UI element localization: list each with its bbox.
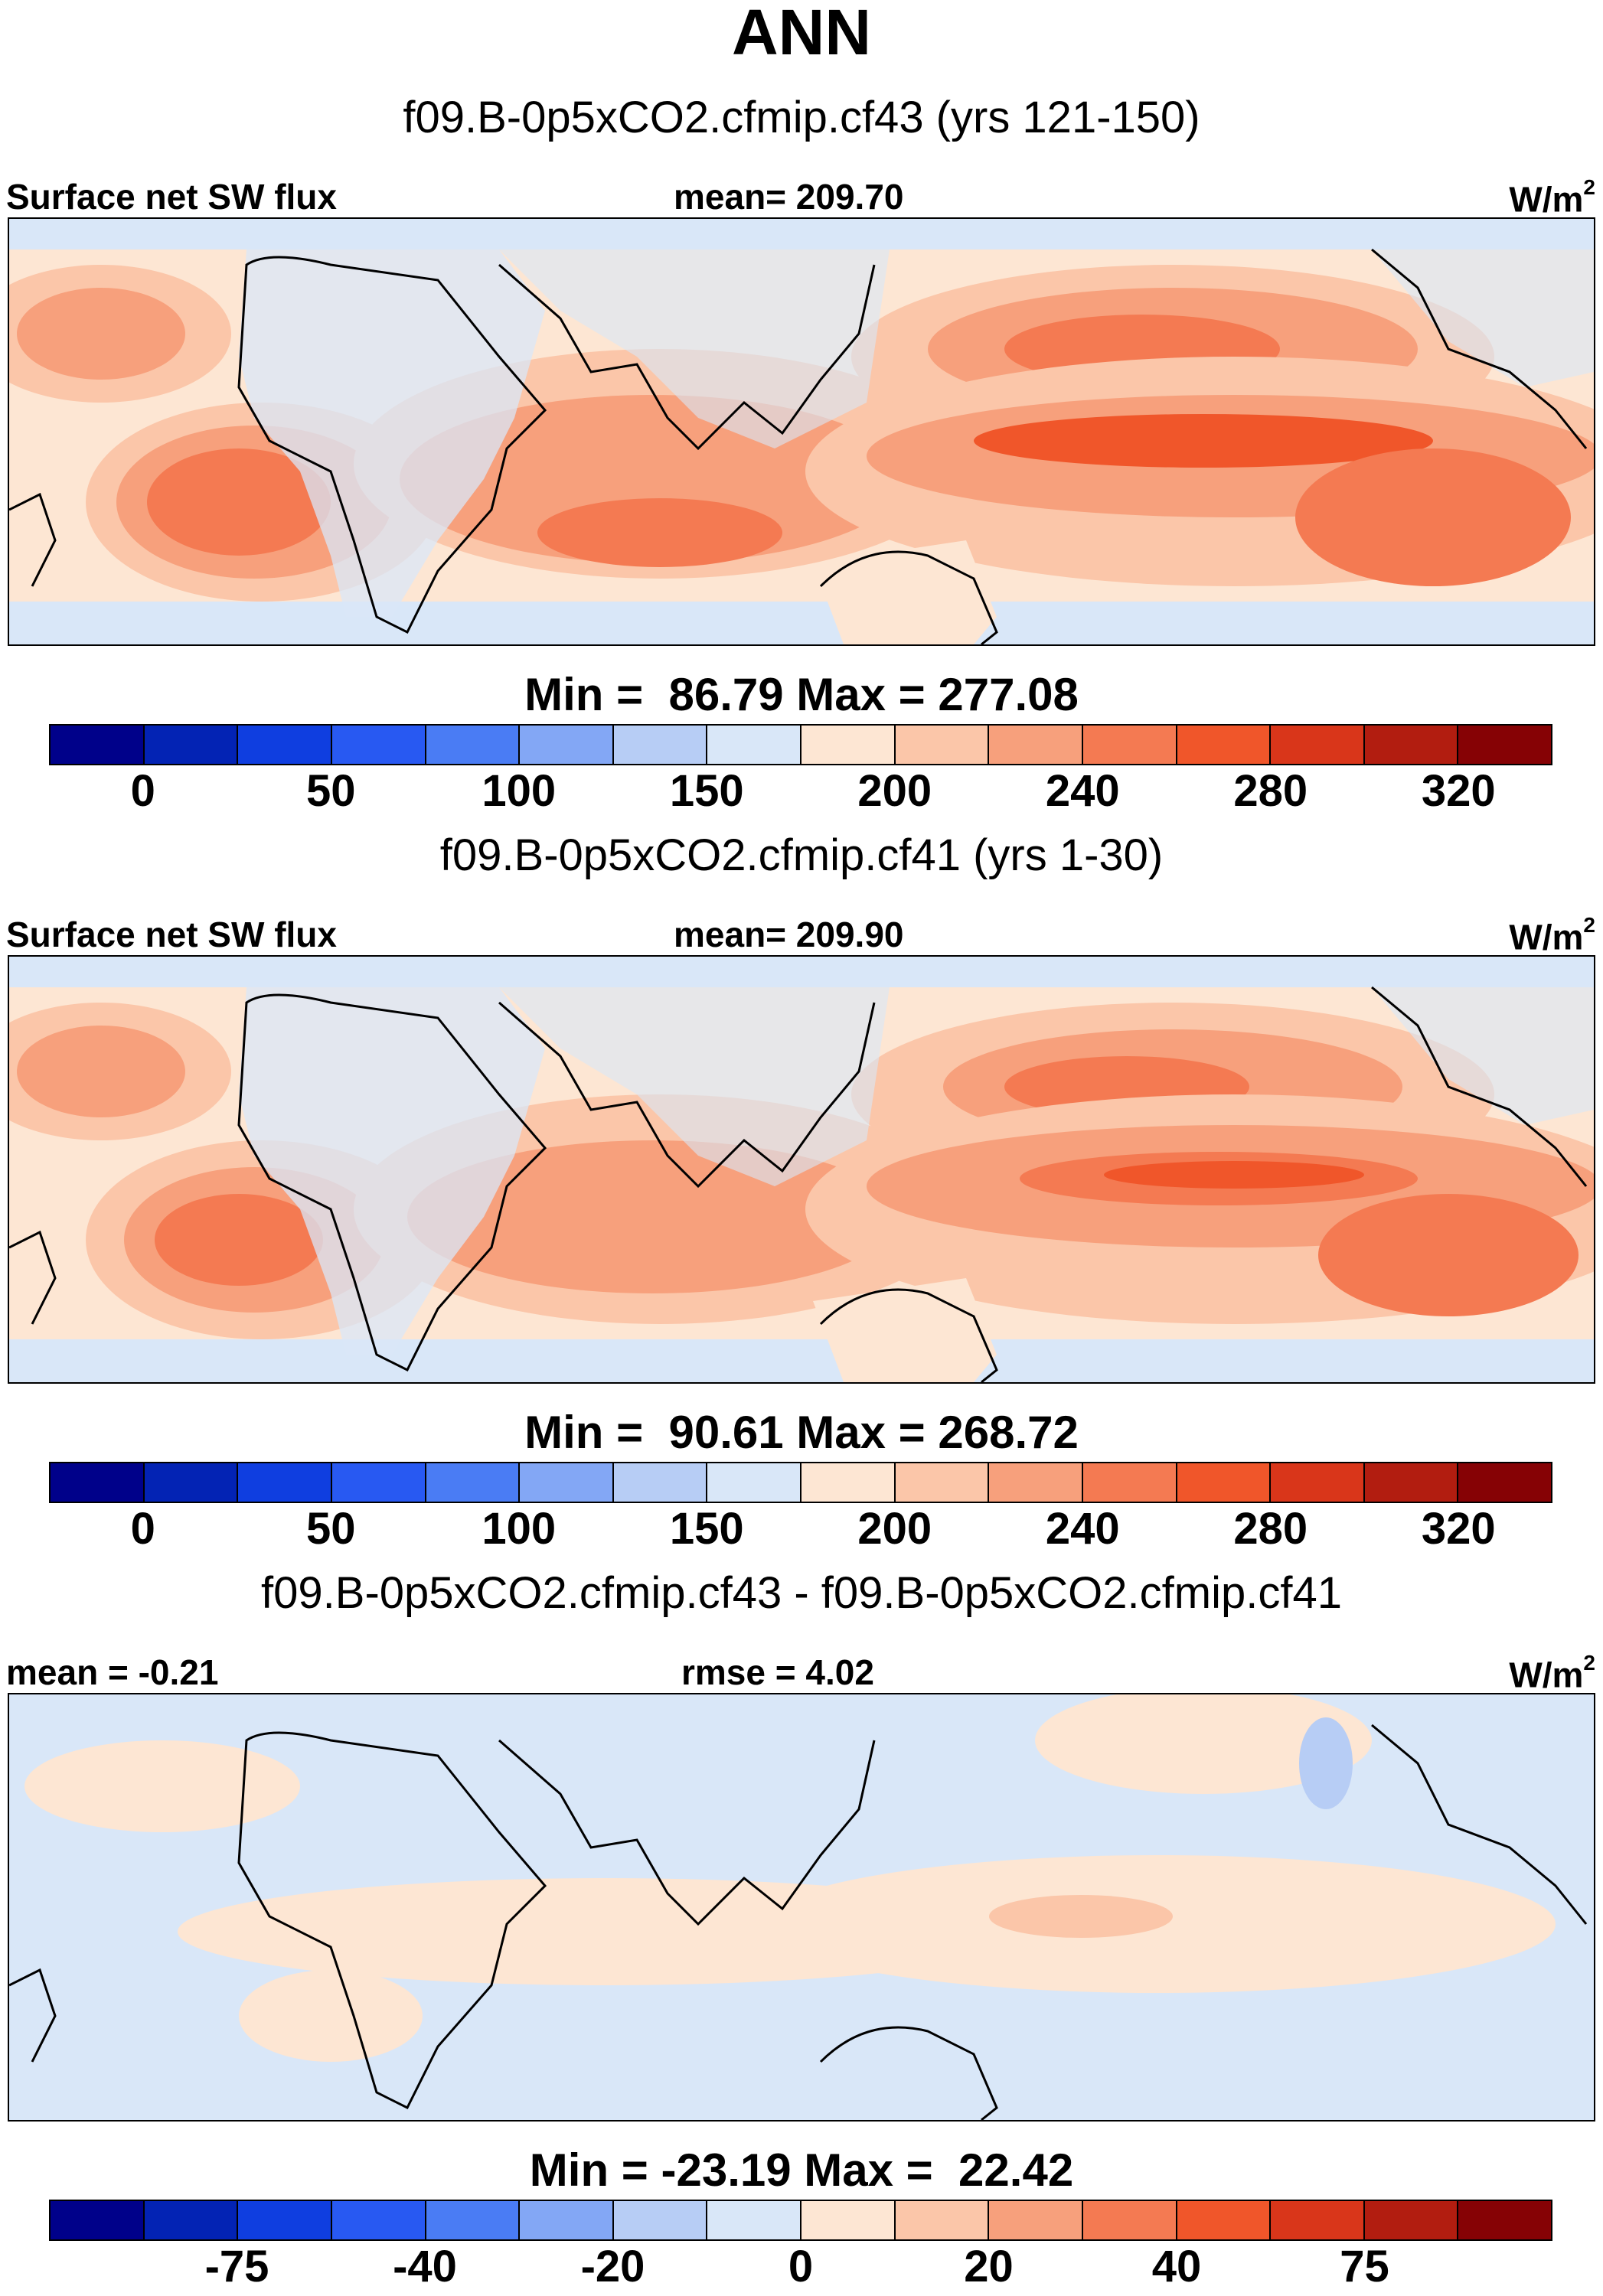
panel-3-map (8, 1693, 1595, 2122)
panel-2-tick-label: 100 (482, 1504, 557, 1554)
panel-2-colorbar-swatch (802, 1463, 896, 1502)
panel-1-tick-label: 240 (1045, 766, 1120, 816)
panel-3-colorbar-swatch (51, 2201, 145, 2239)
panel-2-colorbar-swatch (1364, 1463, 1459, 1502)
panel-3-colorbar-swatch (1458, 2201, 1551, 2239)
panel-2-variable-label: Surface net SW flux (6, 915, 337, 954)
panel-1-colorbar-swatch (1271, 726, 1365, 764)
panel-2-colorbar-swatch (1177, 1463, 1272, 1502)
panel-2-colorbar-swatch (895, 1463, 990, 1502)
panel-2-colorbar-swatch (1271, 1463, 1365, 1502)
panel-3-colorbar-swatch (707, 2201, 802, 2239)
panel-1-colorbar-ticks: 0 50 100 150 200 240 280 320 (49, 767, 1552, 820)
panel-3-tick-label: -75 (204, 2242, 269, 2291)
panel-2-units: W/m2 (1509, 913, 1595, 957)
panel-1-colorbar-swatch (707, 726, 802, 764)
panel-1-tick-label: 200 (857, 766, 932, 816)
panel-1-variable-label: Surface net SW flux (6, 177, 337, 217)
panel-1-mean-label: mean= 209.70 (674, 177, 904, 217)
panel-2-colorbar-ticks: 0 50 100 150 200 240 280 320 (49, 1505, 1552, 1558)
panel-3-tick-label: -20 (580, 2242, 645, 2291)
panel-1-case-title: f09.B-0p5xCO2.cfmip.cf43 (yrs 121-150) (403, 93, 1200, 142)
panel-1-tick-label: 320 (1421, 766, 1496, 816)
panel-3-colorbar-swatch (1271, 2201, 1365, 2239)
panel-3-tick-label: 0 (788, 2242, 814, 2291)
panel-2-colorbar-swatch (238, 1463, 332, 1502)
panel-3-tick-label: 40 (1151, 2242, 1202, 2291)
panel-3-colorbar-swatch (144, 2201, 239, 2239)
panel-1-colorbar-swatch (895, 726, 990, 764)
panel-3-colorbar-swatch (1364, 2201, 1459, 2239)
panel-1-map-svg (9, 219, 1594, 644)
panel-3-map-svg (9, 1694, 1594, 2120)
panel-2-colorbar-swatch (707, 1463, 802, 1502)
panel-2-tick-label: 240 (1045, 1504, 1120, 1554)
panel-2-colorbar (49, 1462, 1552, 1503)
panel-1-colorbar-swatch (989, 726, 1083, 764)
panel-3-tick-label: 75 (1340, 2242, 1389, 2291)
panel-2-case-title: f09.B-0p5xCO2.cfmip.cf41 (yrs 1-30) (439, 830, 1164, 880)
panel-2-colorbar-swatch (989, 1463, 1083, 1502)
panel-1-colorbar-swatch (426, 726, 521, 764)
panel-1-colorbar-swatch (331, 726, 426, 764)
panel-3-colorbar-swatch (802, 2201, 896, 2239)
panel-2-tick-label: 0 (130, 1504, 155, 1554)
panel-1-colorbar-swatch (1364, 726, 1459, 764)
panel-3-minmax: Min = -23.19 Max = 22.42 (529, 2144, 1074, 2196)
panel-2-mean-label: mean= 209.90 (674, 915, 904, 954)
panel-2-colorbar-swatch (331, 1463, 426, 1502)
panel-2-colorbar-swatch (144, 1463, 239, 1502)
panel-1-colorbar-swatch (802, 726, 896, 764)
panel-1-colorbar-swatch (144, 726, 239, 764)
panel-1-colorbar (49, 724, 1552, 765)
panel-1-colorbar-swatch (51, 726, 145, 764)
panel-2-colorbar-swatch (520, 1463, 614, 1502)
panel-3-colorbar-swatch (989, 2201, 1083, 2239)
panel-3-case-title: f09.B-0p5xCO2.cfmip.cf43 - f09.B-0p5xCO2… (261, 1568, 1342, 1618)
panel-1-colorbar-swatch (520, 726, 614, 764)
panel-2-tick-label: 200 (857, 1504, 932, 1554)
panel-1-minmax: Min = 86.79 Max = 277.08 (524, 669, 1079, 720)
panel-3-colorbar-ticks: -75 -40 -20 0 20 40 75 (49, 2242, 1552, 2296)
panel-2-tick-label: 150 (669, 1504, 744, 1554)
page-title: ANN (732, 0, 871, 68)
panel-3-colorbar (49, 2200, 1552, 2241)
panel-3-rmse-label: rmse = 4.02 (681, 1652, 874, 1692)
panel-1-colorbar-swatch (1177, 726, 1272, 764)
panel-1-tick-label: 280 (1233, 766, 1308, 816)
panel-3-colorbar-swatch (613, 2201, 708, 2239)
panel-3-colorbar-swatch (895, 2201, 990, 2239)
panel-1-tick-label: 50 (305, 766, 356, 816)
panel-3-colorbar-swatch (1082, 2201, 1177, 2239)
panel-1-units: W/m2 (1509, 175, 1595, 220)
panel-1-map (8, 217, 1595, 646)
panel-2-map (8, 955, 1595, 1384)
panel-1-tick-label: 150 (669, 766, 744, 816)
panel-1-tick-label: 0 (130, 766, 155, 816)
panel-2-tick-label: 320 (1421, 1504, 1496, 1554)
panel-1-colorbar-swatch (613, 726, 708, 764)
panel-2-map-svg (9, 957, 1594, 1382)
panel-2-tick-label: 280 (1233, 1504, 1308, 1554)
panel-1-tick-label: 100 (482, 766, 557, 816)
panel-3-mean-label: mean = -0.21 (6, 1652, 219, 1692)
panel-2-colorbar-swatch (1458, 1463, 1551, 1502)
panel-1-colorbar-swatch (238, 726, 332, 764)
panel-3-units: W/m2 (1509, 1651, 1595, 1695)
panel-2-colorbar-swatch (51, 1463, 145, 1502)
panel-2-colorbar-swatch (426, 1463, 521, 1502)
panel-3-tick-label: 20 (964, 2242, 1014, 2291)
panel-3-colorbar-swatch (238, 2201, 332, 2239)
panel-2-minmax: Min = 90.61 Max = 268.72 (524, 1407, 1079, 1458)
panel-2-colorbar-swatch (613, 1463, 708, 1502)
panel-3-colorbar-swatch (1177, 2201, 1272, 2239)
panel-3-colorbar-swatch (426, 2201, 521, 2239)
panel-3-tick-label: -40 (393, 2242, 457, 2291)
panel-1-colorbar-swatch (1458, 726, 1551, 764)
panel-2-tick-label: 50 (305, 1504, 356, 1554)
panel-3-colorbar-swatch (520, 2201, 614, 2239)
panel-1-colorbar-swatch (1082, 726, 1177, 764)
panel-2-colorbar-swatch (1082, 1463, 1177, 1502)
panel-3-colorbar-swatch (331, 2201, 426, 2239)
